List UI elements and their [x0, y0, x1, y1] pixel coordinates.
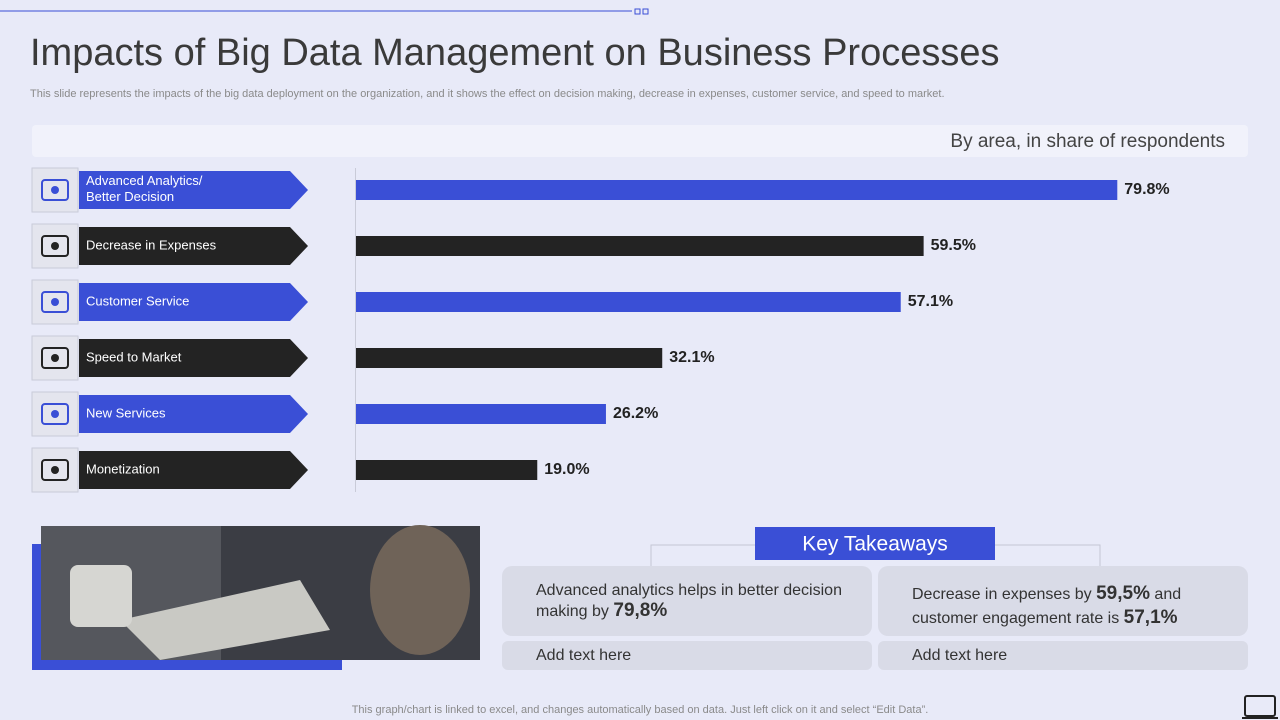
chart-header: [32, 125, 1248, 157]
takeaway-text: Decrease in expenses by: [912, 586, 1097, 603]
takeaway-card: Advanced analytics helps in better decis…: [502, 566, 872, 636]
value-label: 57.1%: [908, 293, 953, 310]
icon: [51, 242, 59, 250]
chart-title: By area, in share of respondents: [950, 131, 1225, 152]
icon: [51, 354, 59, 362]
category-arrow: [79, 283, 308, 321]
takeaways-heading-box: [755, 527, 995, 560]
takeaways-heading: Key Takeaways: [802, 533, 948, 556]
value-label: 19.0%: [544, 461, 589, 478]
category-label-line: Advanced Analytics/: [86, 173, 203, 188]
note: Add text here: [536, 647, 632, 664]
category-label: Decrease in Expenses: [86, 237, 217, 252]
category-label: Speed to Market: [86, 349, 182, 364]
bar: [356, 404, 606, 424]
title: Impacts of Big Data Management on Busine…: [30, 32, 999, 74]
category-label: Advanced Analytics/Better Decision: [86, 173, 203, 204]
monitor-icon: [1244, 695, 1276, 717]
category-label: Monetization: [86, 461, 160, 476]
icon: [41, 235, 69, 257]
takeaway-figure: 59,5%: [1096, 583, 1150, 604]
photo-cup: [70, 565, 132, 627]
photo-notebook: [120, 580, 330, 660]
bar: [356, 180, 1118, 200]
category-arrow: [79, 451, 308, 489]
value-label: 26.2%: [613, 405, 658, 422]
category-label-line: Better Decision: [86, 189, 174, 204]
bar: [356, 292, 901, 312]
takeaway-figure: 57,1%: [1123, 607, 1178, 628]
icon: [41, 347, 69, 369]
takeaway-card: Decrease in expenses by 59,5% and custom…: [878, 566, 1248, 636]
subtitle: This slide represents the impacts of the…: [30, 88, 945, 100]
decor-square: [642, 8, 649, 15]
category-arrow: [79, 227, 308, 265]
footer: This graph/chart is linked to excel, and…: [352, 704, 929, 716]
value-label: 79.8%: [1124, 181, 1169, 198]
value-label: 59.5%: [931, 237, 976, 254]
icon: [51, 466, 59, 474]
value-label: 32.1%: [669, 349, 714, 366]
icon: [41, 291, 69, 313]
category-arrow: [79, 171, 308, 209]
icon: [41, 459, 69, 481]
bar: [356, 348, 663, 368]
icon: [51, 186, 59, 194]
icon: [41, 179, 69, 201]
category-arrow: [79, 395, 308, 433]
category-label: New Services: [86, 405, 166, 420]
takeaway-text: Advanced analytics helps in better decis…: [536, 582, 842, 620]
category-arrow: [79, 339, 308, 377]
note-box: Add text here: [878, 641, 1248, 670]
bar: [356, 460, 538, 480]
note-box: Add text here: [502, 641, 872, 670]
icon: [51, 410, 59, 418]
photo-person: [370, 525, 470, 655]
takeaway-text: and customer engagement rate is: [912, 586, 1182, 627]
category-label: Customer Service: [86, 293, 189, 308]
decor-square: [634, 8, 641, 15]
note: Add text here: [912, 647, 1008, 664]
takeaway-figure: 79,8%: [613, 600, 668, 621]
bar: [356, 236, 924, 256]
icon: [51, 298, 59, 306]
icon: [41, 403, 69, 425]
